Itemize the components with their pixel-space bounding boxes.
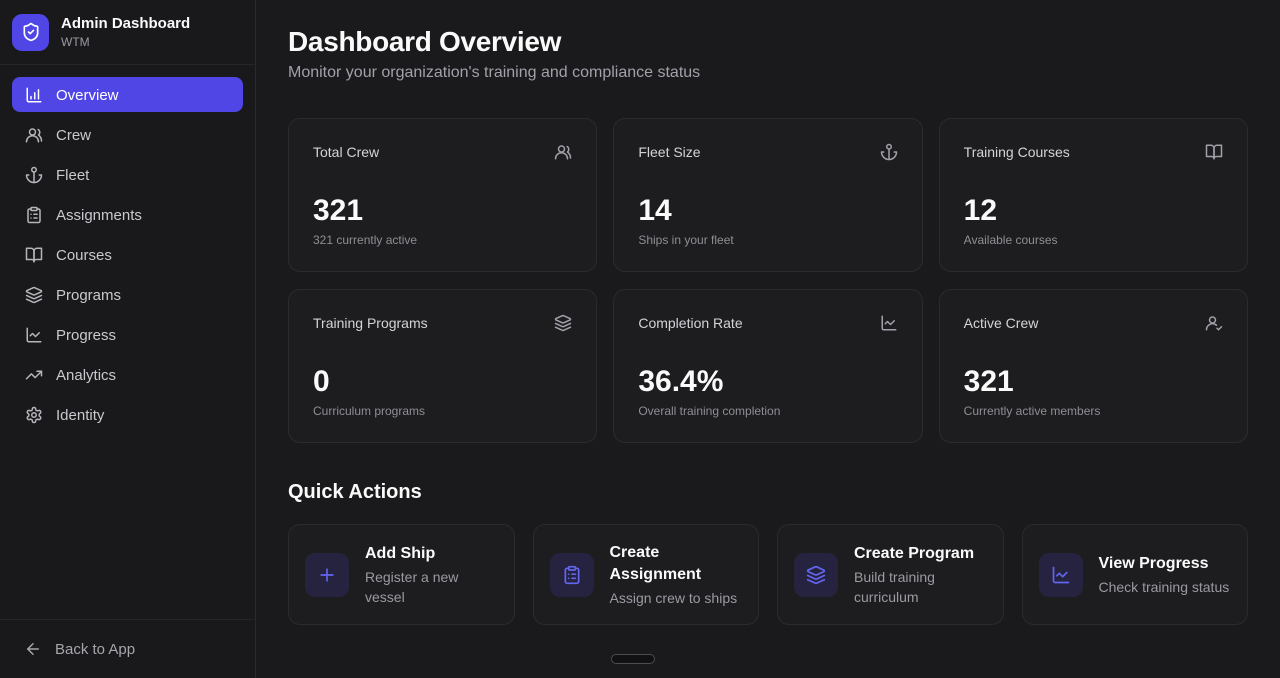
sidebar-item-crew[interactable]: Crew [12, 117, 243, 152]
stat-value: 14 [638, 194, 672, 227]
sidebar-item-label: Progress [56, 326, 117, 344]
sidebar-item-assignments[interactable]: Assignments [12, 197, 243, 232]
sidebar-item-programs[interactable]: Programs [12, 277, 243, 312]
arrow-left-icon [24, 640, 42, 658]
sidebar-item-courses[interactable]: Courses [12, 237, 243, 272]
sidebar-nav: Overview Crew Fleet Assignments Courses … [0, 65, 255, 619]
back-to-app-link[interactable]: Back to App [16, 634, 239, 664]
chart-line-icon [880, 314, 898, 332]
user-check-icon [1205, 314, 1223, 332]
sidebar-item-label: Overview [56, 86, 119, 104]
gear-icon [25, 406, 43, 424]
clipboard-list-icon [25, 206, 43, 224]
book-open-icon [1205, 143, 1223, 161]
stat-label: Training Programs [313, 315, 428, 331]
stat-description: Currently active members [963, 404, 1101, 418]
users-icon [25, 126, 43, 144]
stat-label: Training Courses [963, 144, 1070, 160]
stat-value: 36.4% [638, 365, 724, 398]
quick-action-view-progress[interactable]: View Progress Check training status [1021, 524, 1248, 625]
stat-description: Ships in your fleet [638, 233, 734, 247]
sidebar-item-fleet[interactable]: Fleet [12, 157, 243, 192]
anchor-icon [880, 143, 898, 161]
trending-up-icon [25, 366, 43, 384]
sidebar-header: Admin Dashboard WTM [0, 0, 255, 65]
chart-line-icon [1038, 552, 1083, 597]
quick-actions-grid: Add Ship Register a new vessel Create As… [288, 524, 1248, 625]
stat-description: Overall training completion [638, 404, 781, 418]
users-icon [554, 143, 572, 161]
page-title: Dashboard Overview [288, 26, 562, 57]
sidebar-item-label: Analytics [56, 366, 117, 384]
back-to-app-label: Back to App [55, 640, 136, 658]
chart-line-icon [25, 326, 43, 344]
quick-action-add-ship[interactable]: Add Ship Register a new vessel [288, 524, 515, 625]
quick-action-description: Register a new vessel [365, 568, 459, 605]
bar-chart-icon [25, 86, 43, 104]
clipboard-list-icon [549, 552, 594, 597]
stat-label: Completion Rate [638, 315, 743, 331]
stat-card-total-crew: Total Crew 321 321 currently active [288, 118, 598, 272]
quick-action-description: Check training status [1098, 578, 1230, 595]
book-open-icon [25, 246, 43, 264]
layers-icon [554, 314, 572, 332]
stat-description: Curriculum programs [313, 404, 426, 418]
sidebar-item-progress[interactable]: Progress [12, 317, 243, 352]
quick-action-create-program[interactable]: Create Program Build training curriculum [777, 524, 1004, 625]
sidebar-item-label: Assignments [56, 206, 142, 224]
stat-card-completion-rate: Completion Rate 36.4% Overall training c… [613, 289, 923, 443]
stat-card-fleet-size: Fleet Size 14 Ships in your fleet [613, 118, 923, 272]
quick-action-create-assignment[interactable]: Create Assignment Assign crew to ships [532, 524, 759, 625]
sidebar-footer: Back to App [0, 619, 255, 678]
anchor-icon [25, 166, 43, 184]
stat-card-active-crew: Active Crew 321 Currently active members [938, 289, 1248, 443]
sidebar-item-label: Fleet [56, 166, 90, 184]
sidebar-item-label: Identity [56, 406, 105, 424]
stat-description: Available courses [963, 233, 1058, 247]
app-title: Admin Dashboard [61, 15, 191, 32]
layers-icon [25, 286, 43, 304]
sidebar: Admin Dashboard WTM Overview Crew Fleet … [0, 0, 256, 678]
sidebar-item-label: Courses [56, 246, 112, 264]
stat-label: Total Crew [313, 144, 380, 160]
quick-action-title: Create Assignment [609, 543, 702, 583]
quick-action-title: View Progress [1098, 554, 1209, 572]
stat-label: Fleet Size [638, 144, 701, 160]
sidebar-item-label: Crew [56, 126, 92, 144]
shield-check-icon [12, 13, 49, 51]
stat-value: 321 [313, 194, 364, 227]
quick-action-description: Build training curriculum [854, 568, 935, 605]
quick-actions-title: Quick Actions [288, 481, 422, 503]
stat-description: 321 currently active [313, 233, 418, 247]
stat-value: 12 [963, 194, 998, 227]
stat-value: 0 [313, 365, 330, 398]
quick-action-title: Create Program [854, 544, 975, 562]
app-identity: Admin Dashboard WTM [61, 14, 190, 50]
sidebar-item-label: Programs [56, 286, 122, 304]
stat-card-training-courses: Training Courses 12 Available courses [938, 118, 1248, 272]
sidebar-item-analytics[interactable]: Analytics [12, 357, 243, 392]
quick-action-title: Add Ship [365, 544, 436, 562]
bottom-drag-handle[interactable] [611, 654, 655, 664]
sidebar-item-identity[interactable]: Identity [12, 397, 243, 432]
app-subtitle: WTM [61, 35, 90, 49]
stats-grid: Total Crew 321 321 currently active Flee… [288, 118, 1248, 443]
main-content: Dashboard Overview Monitor your organiza… [256, 0, 1280, 678]
stat-card-training-programs: Training Programs 0 Curriculum programs [288, 289, 598, 443]
layers-icon [794, 552, 838, 597]
sidebar-item-overview[interactable]: Overview [12, 77, 243, 112]
plus-icon [305, 552, 349, 597]
stat-label: Active Crew [963, 315, 1039, 331]
quick-action-description: Assign crew to ships [609, 589, 738, 606]
stat-value: 321 [963, 365, 1014, 398]
page-subtitle: Monitor your organization's training and… [288, 64, 701, 81]
